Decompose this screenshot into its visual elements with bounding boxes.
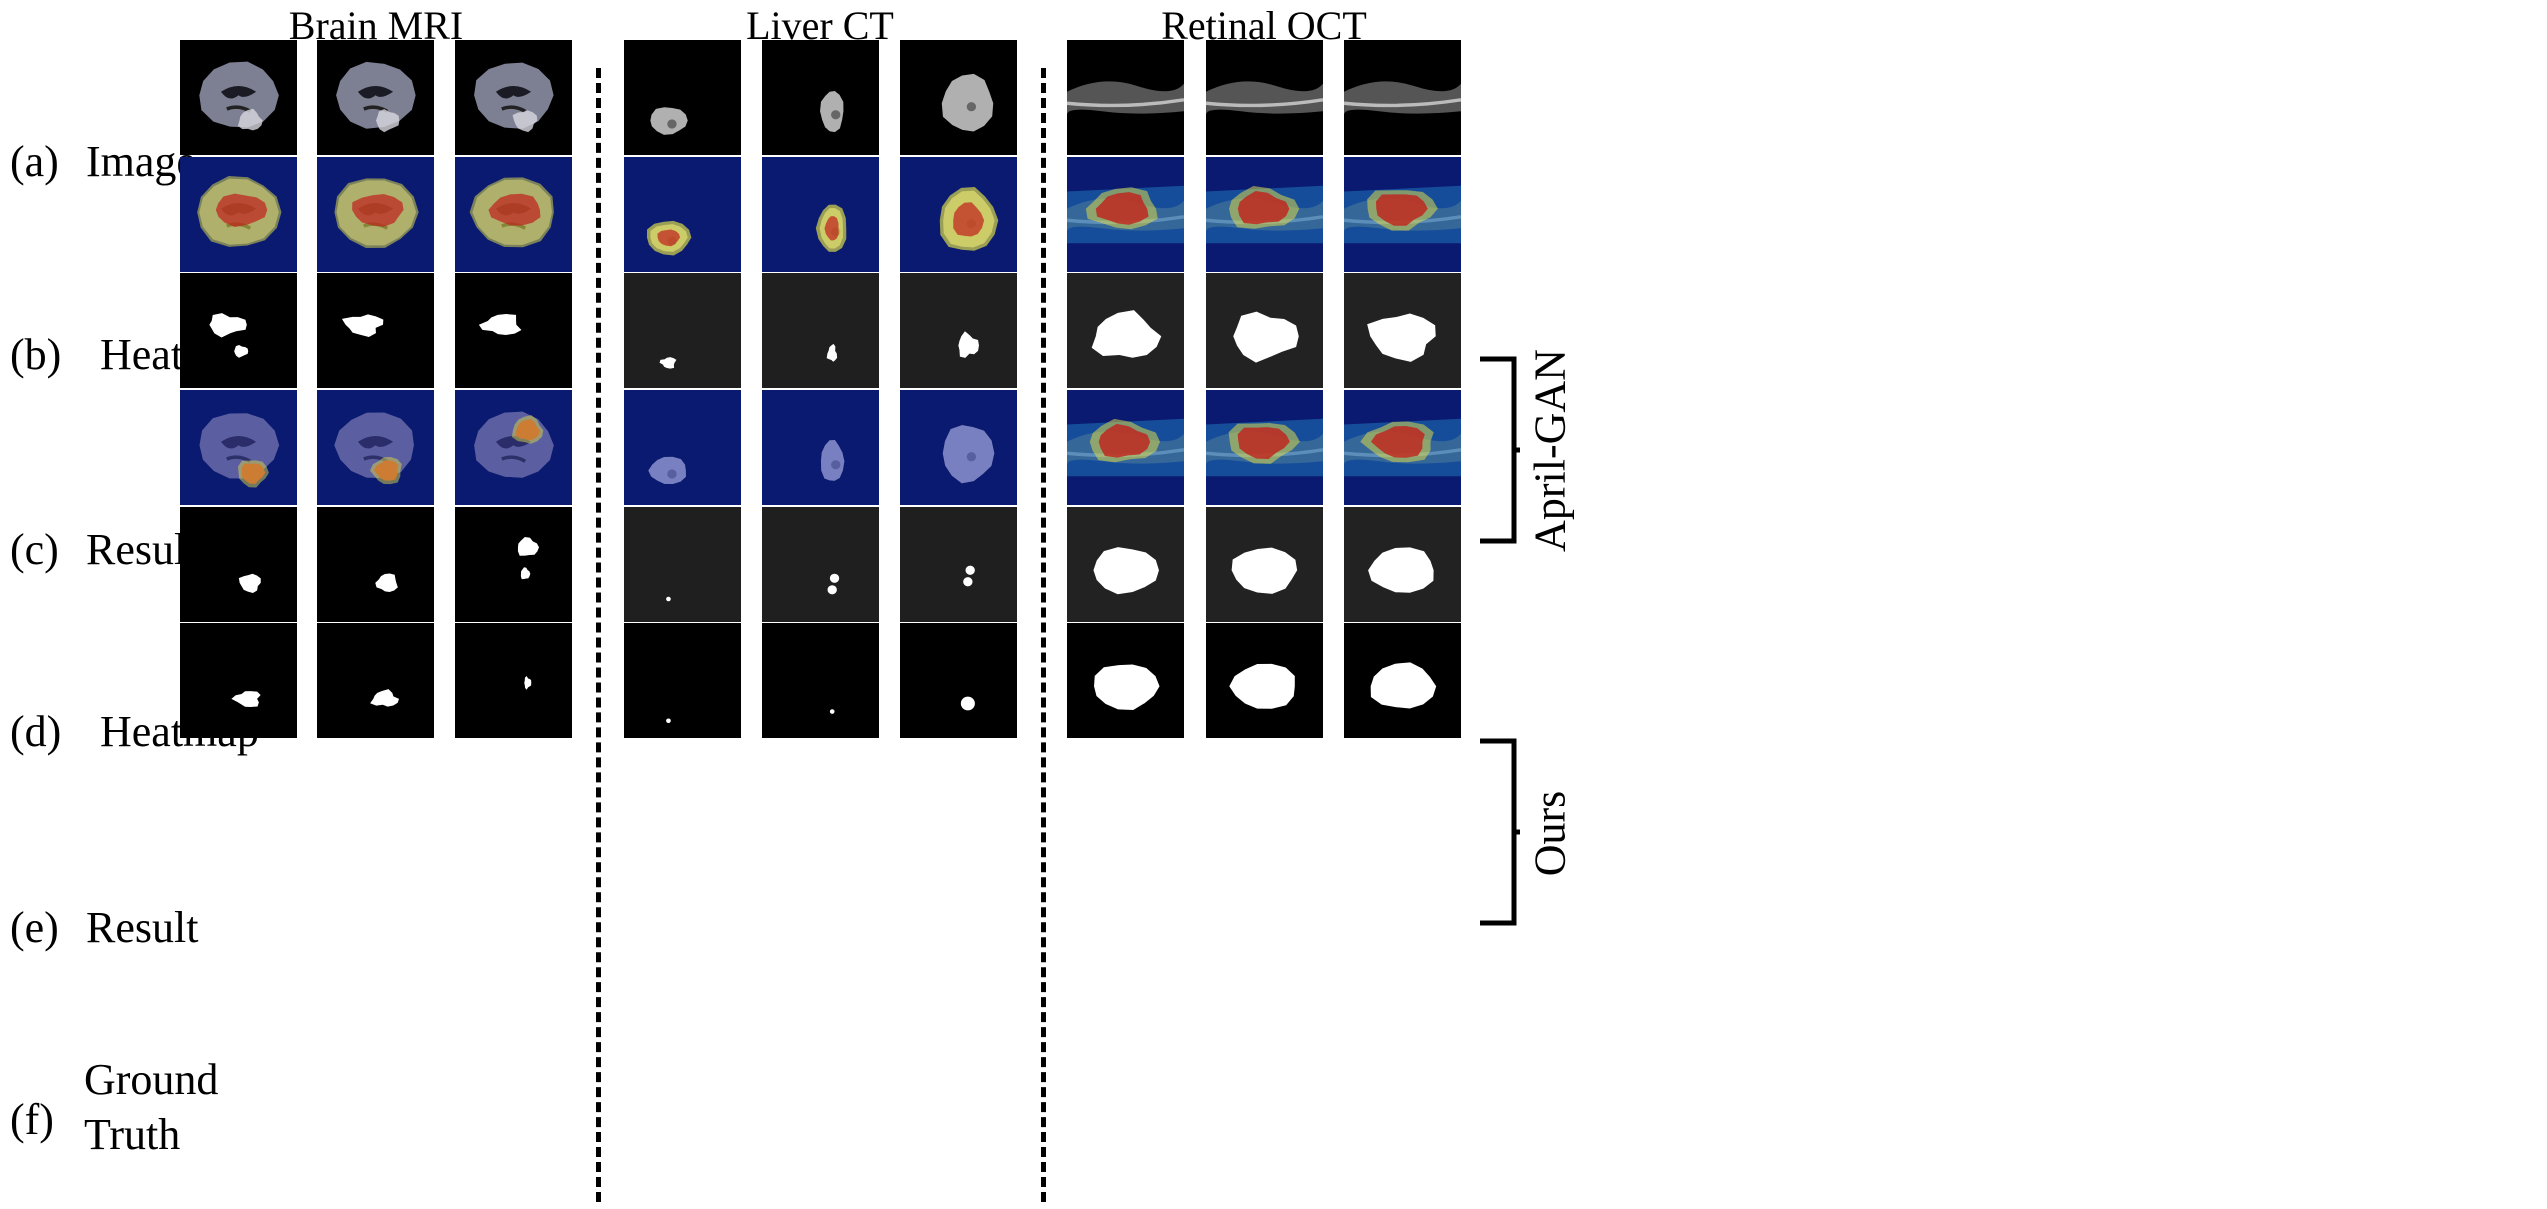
panel-brain-a-2 xyxy=(317,40,434,155)
panel-oct-e-2 xyxy=(1206,507,1323,622)
panel-brain-e-3 xyxy=(455,507,572,622)
panel-liver-a-3 xyxy=(900,40,1017,155)
panel-oct-b-3 xyxy=(1344,157,1461,272)
panel-liver-e-1 xyxy=(624,507,741,622)
panel-oct-b-2 xyxy=(1206,157,1323,272)
panel-oct-c-3 xyxy=(1344,273,1461,388)
panel-brain-c-3 xyxy=(455,273,572,388)
panel-brain-c-2 xyxy=(317,273,434,388)
panel-liver-b-1 xyxy=(624,157,741,272)
panel-brain-b-1 xyxy=(180,157,297,272)
panel-oct-d-1 xyxy=(1067,390,1184,505)
panel-liver-f-3 xyxy=(900,623,1017,738)
row-label-c: (c) Result xyxy=(10,528,198,572)
panel-brain-c-1 xyxy=(180,273,297,388)
panel-oct-b-1 xyxy=(1067,157,1184,272)
panel-oct-f-3 xyxy=(1344,623,1461,738)
panel-liver-f-1 xyxy=(624,623,741,738)
panel-oct-f-1 xyxy=(1067,623,1184,738)
row-tag-b: (b) xyxy=(10,330,62,379)
panel-oct-a-3 xyxy=(1344,40,1461,155)
panel-brain-a-1 xyxy=(180,40,297,155)
panel-liver-a-1 xyxy=(624,40,741,155)
panel-liver-d-3 xyxy=(900,390,1017,505)
panel-oct-d-3 xyxy=(1344,390,1461,505)
panel-liver-c-1 xyxy=(624,273,741,388)
panel-liver-b-3 xyxy=(900,157,1017,272)
row-text-c: Result xyxy=(86,525,199,574)
divider-liver-oct xyxy=(1041,68,1046,1202)
bracket-label-april-gan: April-GAN xyxy=(1525,349,1575,552)
divider-brain-liver xyxy=(596,68,601,1202)
panel-oct-a-2 xyxy=(1206,40,1323,155)
panel-brain-f-3 xyxy=(455,623,572,738)
panel-liver-a-2 xyxy=(762,40,879,155)
panel-oct-f-2 xyxy=(1206,623,1323,738)
bracket-ours xyxy=(1480,738,1520,926)
panel-liver-b-2 xyxy=(762,157,879,272)
panel-brain-b-3 xyxy=(455,157,572,272)
row-label-f-tag: (f) xyxy=(10,1095,54,1144)
row-tag-c: (c) xyxy=(10,525,59,574)
panel-brain-b-2 xyxy=(317,157,434,272)
panel-liver-e-2 xyxy=(762,507,879,622)
panel-liver-c-2 xyxy=(762,273,879,388)
panel-brain-f-2 xyxy=(317,623,434,738)
panel-liver-d-1 xyxy=(624,390,741,505)
panel-liver-d-2 xyxy=(762,390,879,505)
row-tag-d: (d) xyxy=(10,707,62,756)
panel-brain-d-1 xyxy=(180,390,297,505)
row-label-e: (e) Result xyxy=(10,906,198,950)
bracket-april-gan xyxy=(1480,356,1520,544)
panel-brain-e-1 xyxy=(180,507,297,622)
row-text-a: Image xyxy=(86,137,196,186)
panel-oct-c-1 xyxy=(1067,273,1184,388)
panel-brain-d-2 xyxy=(317,390,434,505)
bracket-label-ours: Ours xyxy=(1525,790,1575,877)
panel-oct-c-2 xyxy=(1206,273,1323,388)
panel-brain-f-1 xyxy=(180,623,297,738)
panel-liver-e-3 xyxy=(900,507,1017,622)
panel-brain-d-3 xyxy=(455,390,572,505)
row-text-f-line1: Ground xyxy=(84,1055,219,1104)
row-text-f-line2: Truth xyxy=(84,1110,181,1159)
panel-liver-c-3 xyxy=(900,273,1017,388)
row-text-e: Result xyxy=(86,903,199,952)
row-label-f: Ground Truth xyxy=(84,1052,218,1162)
row-label-a: (a) Image xyxy=(10,140,196,184)
panel-oct-a-1 xyxy=(1067,40,1184,155)
panel-liver-f-2 xyxy=(762,623,879,738)
panel-oct-e-1 xyxy=(1067,507,1184,622)
panel-brain-e-2 xyxy=(317,507,434,622)
panel-oct-d-2 xyxy=(1206,390,1323,505)
panel-brain-a-3 xyxy=(455,40,572,155)
row-tag-a: (a) xyxy=(10,137,59,186)
panel-oct-e-3 xyxy=(1344,507,1461,622)
row-tag-e: (e) xyxy=(10,903,59,952)
